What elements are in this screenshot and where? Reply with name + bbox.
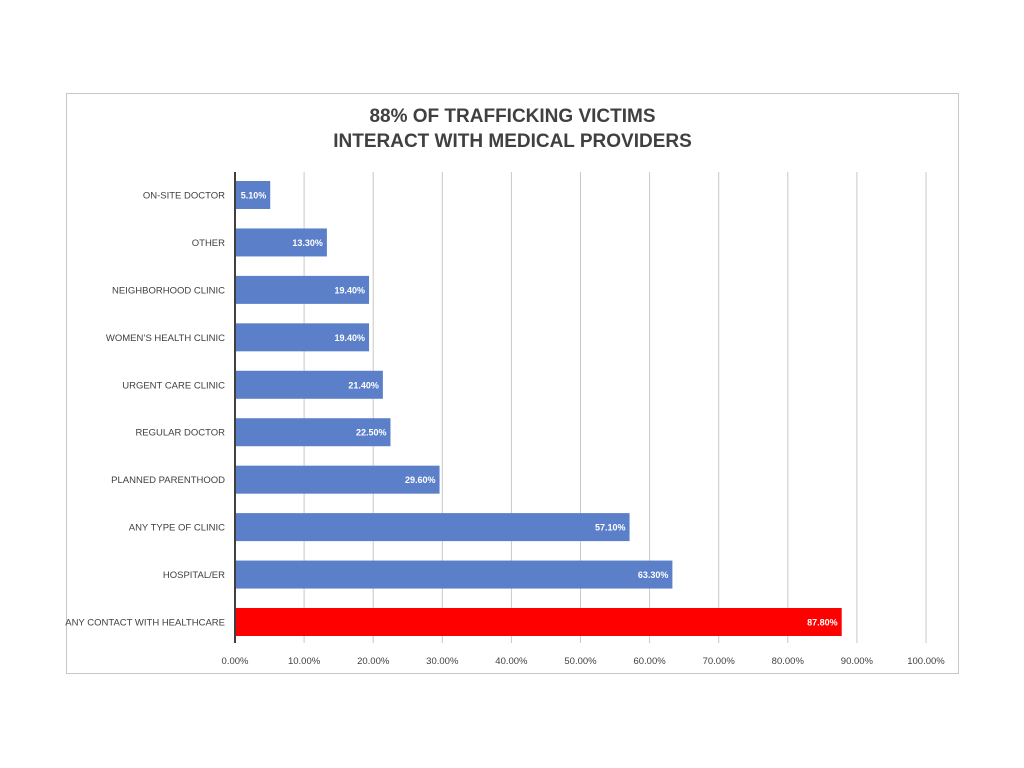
bar	[235, 228, 327, 257]
chart-title: 88% OF TRAFFICKING VICTIMS INTERACT WITH…	[66, 104, 959, 154]
bar	[235, 608, 842, 636]
data-label: 87.80%	[807, 618, 838, 628]
category-label: URGENT CARE CLINIC	[122, 380, 225, 391]
x-tick-label: 60.00%	[633, 656, 666, 667]
category-label: ANY CONTACT WITH HEALTHCARE	[65, 618, 225, 629]
data-label: 13.30%	[292, 238, 323, 248]
bar	[235, 370, 383, 399]
data-label: 29.60%	[405, 475, 436, 485]
bars	[235, 181, 842, 636]
category-label: HOSPITAL/ER	[163, 570, 225, 581]
data-label: 57.10%	[595, 523, 626, 533]
category-label: PLANNED PARENTHOOD	[111, 475, 225, 486]
category-label: REGULAR DOCTOR	[135, 428, 225, 439]
data-label: 22.50%	[356, 428, 387, 438]
bar	[235, 181, 271, 209]
category-label: OTHER	[192, 238, 225, 249]
labels: 0.00% 10.00% 20.00% 30.00% 40.00% 50.00% 60.00…	[65, 191, 945, 668]
x-tick-label: 40.00%	[495, 656, 528, 667]
category-label: NEIGHBORHOOD CLINIC	[112, 285, 225, 296]
chart-title-line-2: INTERACT WITH MEDICAL PROVIDERS	[333, 131, 692, 152]
bar	[235, 513, 630, 542]
x-tick-label: 80.00%	[772, 656, 805, 667]
category-label: ANY TYPE OF CLINIC	[129, 523, 225, 534]
x-tick-label: 10.00%	[288, 656, 321, 667]
x-tick-label: 20.00%	[357, 656, 390, 667]
bar	[235, 418, 391, 447]
category-label: WOMEN’S HEALTH CLINIC	[106, 333, 225, 344]
chart-title-line-1: 88% OF TRAFFICKING VICTIMS	[369, 106, 656, 127]
data-label: 19.40%	[335, 285, 366, 295]
bar	[235, 465, 440, 494]
data-label: 63.30%	[638, 570, 669, 580]
bar	[235, 323, 370, 352]
x-tick-label: 70.00%	[703, 656, 736, 667]
bar	[235, 560, 673, 589]
bar	[235, 275, 370, 304]
x-tick-label: 100.00%	[907, 656, 945, 667]
data-label: 5.10%	[241, 191, 267, 201]
x-tick-label: 90.00%	[841, 656, 874, 667]
category-label: ON-SITE DOCTOR	[143, 191, 225, 202]
x-tick-label: 50.00%	[564, 656, 597, 667]
data-label: 19.40%	[335, 333, 366, 343]
x-tick-label: 30.00%	[426, 656, 459, 667]
data-label: 21.40%	[348, 380, 379, 390]
x-tick-label: 0.00%	[222, 656, 249, 667]
